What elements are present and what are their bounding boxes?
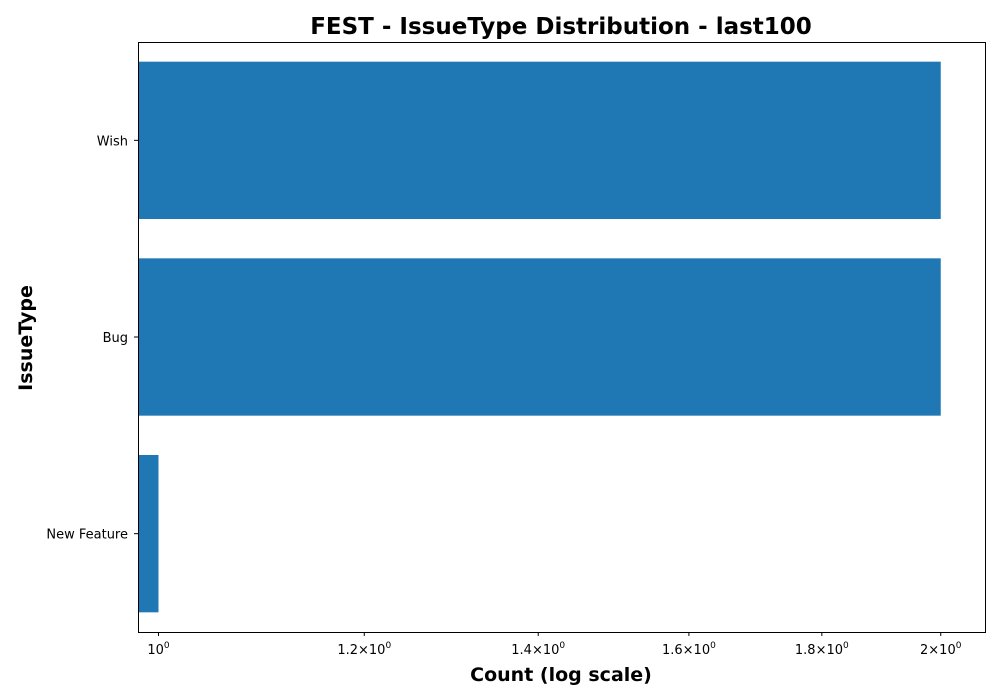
bar <box>138 258 941 416</box>
x-axis-ticks: 100 1.2×100 1.4×100 1.6×100 1.8×100 2×100 <box>147 632 962 658</box>
y-tick-label: New Feature <box>46 528 128 543</box>
bar <box>138 455 159 613</box>
bars-group <box>138 61 941 613</box>
x-tick-label: 1.2×100 <box>337 641 391 658</box>
y-axis-title: IssueType <box>15 285 37 391</box>
chart-title: FEST - IssueType Distribution - last100 <box>310 14 812 40</box>
x-tick-label: 2×100 <box>920 641 962 658</box>
y-axis-ticks: Wish Bug New Feature <box>46 134 138 543</box>
x-tick-label: 1.8×100 <box>795 641 849 658</box>
x-tick-label: 1.4×100 <box>511 641 565 658</box>
x-axis-title: Count (log scale) <box>470 664 652 686</box>
y-tick-label: Bug <box>103 331 128 346</box>
y-tick-label: Wish <box>97 134 128 149</box>
x-tick-label: 1.6×100 <box>662 641 716 658</box>
plot-frame <box>138 42 986 633</box>
bar <box>138 61 941 219</box>
